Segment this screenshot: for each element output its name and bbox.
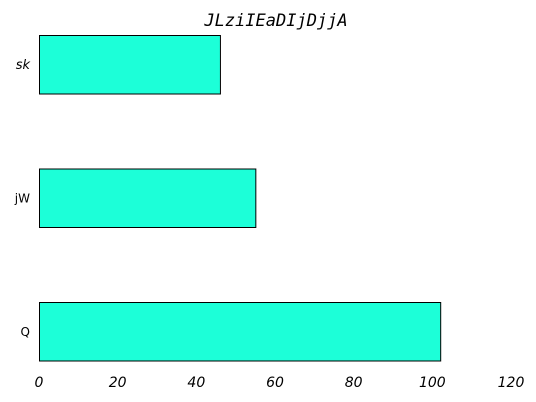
bar-jW	[39, 168, 257, 228]
x-tick-label-20: 20	[109, 375, 127, 391]
bar-Q	[39, 302, 442, 362]
x-tick-labels: 0 20 40 60 80 100 120	[35, 375, 525, 391]
x-tick-label-120: 120	[498, 375, 525, 391]
x-tick-label-0: 0	[35, 375, 44, 391]
x-tick-label-80: 80	[345, 375, 363, 391]
x-tick-label-60: 60	[266, 375, 284, 391]
y-tick-label-jW: jW	[14, 191, 30, 205]
y-tick-label-Q: Q	[21, 325, 30, 339]
x-tick-label-100: 100	[419, 375, 446, 391]
bar-sk	[39, 35, 221, 95]
y-tick-labels: sk jW Q	[14, 58, 31, 339]
bars-group	[39, 35, 442, 362]
y-tick-label-sk: sk	[16, 58, 31, 73]
chart-title: JLziIEaDIjDjjA	[203, 11, 347, 31]
x-tick-label-40: 40	[187, 375, 205, 391]
